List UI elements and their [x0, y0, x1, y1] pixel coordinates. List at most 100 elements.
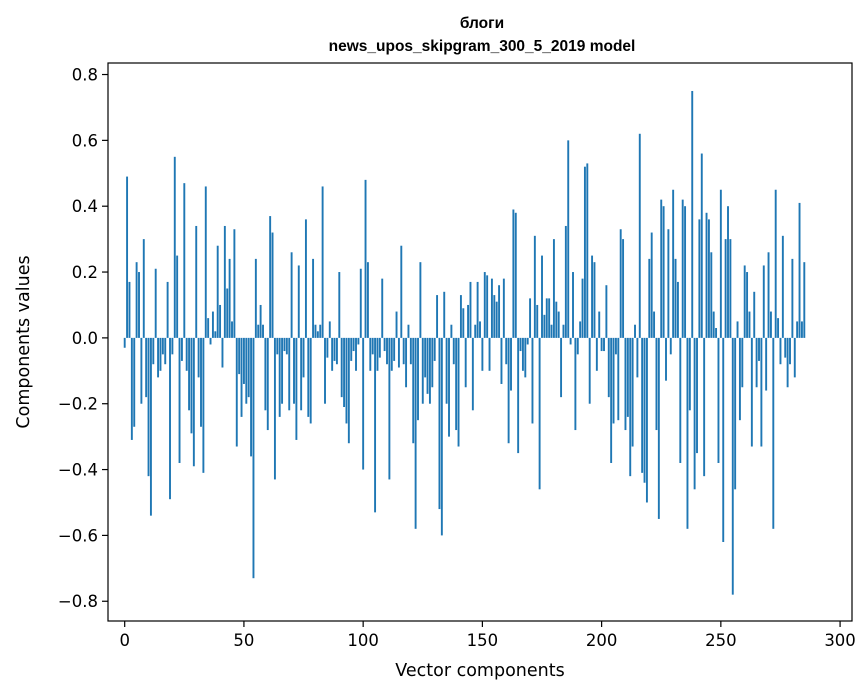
bar	[679, 337, 682, 463]
bar	[607, 337, 610, 398]
bar	[273, 337, 276, 480]
bar	[231, 321, 233, 338]
bar	[242, 337, 245, 384]
bar	[557, 311, 560, 338]
bar	[247, 337, 250, 398]
bar	[419, 262, 422, 338]
bar	[254, 258, 257, 338]
bar	[262, 324, 264, 338]
bar	[469, 281, 472, 338]
bar	[452, 337, 455, 365]
bar	[595, 337, 598, 371]
bar	[588, 337, 591, 404]
bar	[476, 281, 479, 338]
bar	[283, 337, 286, 352]
bar	[772, 337, 775, 529]
bar	[357, 337, 360, 345]
bar	[278, 337, 281, 417]
y-tick-label: −0.6	[58, 526, 98, 545]
bar	[209, 337, 212, 345]
bar	[157, 337, 160, 378]
bar	[758, 337, 760, 361]
bar	[600, 337, 603, 352]
bar	[774, 189, 777, 338]
bar	[309, 337, 312, 424]
bar	[290, 252, 293, 338]
x-tick-label: 300	[824, 631, 856, 650]
bar	[490, 278, 493, 338]
bar	[169, 337, 171, 500]
bar	[793, 337, 796, 378]
bar	[779, 337, 782, 365]
bar	[510, 337, 512, 391]
bar	[705, 212, 708, 338]
bar	[777, 318, 780, 338]
bar	[500, 337, 503, 384]
bar	[467, 304, 470, 338]
bar	[424, 337, 427, 378]
bar	[149, 337, 152, 516]
bar	[464, 337, 467, 388]
bar	[302, 337, 305, 378]
bar	[662, 206, 665, 338]
bar	[638, 133, 641, 338]
bar	[417, 337, 419, 421]
bar	[536, 304, 539, 338]
bar	[183, 183, 186, 338]
bar	[152, 337, 155, 365]
bar	[519, 337, 522, 352]
bar	[486, 275, 489, 338]
bar	[166, 281, 169, 338]
bar	[374, 337, 377, 513]
bar	[192, 337, 195, 467]
bar	[362, 337, 365, 470]
bar	[493, 295, 496, 338]
bar	[462, 308, 465, 338]
bar	[512, 209, 515, 338]
bar	[390, 337, 393, 371]
bar	[703, 337, 706, 477]
bar	[526, 337, 529, 345]
bar	[335, 337, 338, 365]
bar	[505, 337, 508, 365]
bar	[130, 337, 133, 440]
bar	[691, 90, 694, 338]
bar-series	[123, 90, 806, 595]
bar	[340, 337, 343, 398]
bar	[567, 140, 570, 338]
bar	[748, 311, 751, 338]
bar	[219, 304, 222, 338]
bar	[533, 235, 536, 338]
bar	[524, 337, 527, 378]
bar	[669, 337, 672, 355]
bar	[743, 265, 746, 338]
bar	[333, 337, 336, 361]
bar	[786, 337, 789, 388]
bar	[128, 281, 131, 338]
bar	[345, 337, 348, 424]
bar	[459, 295, 462, 338]
bar	[583, 166, 586, 338]
bar	[326, 337, 329, 358]
bar	[257, 324, 260, 338]
bar	[123, 337, 126, 348]
chart-title-line-1: блоги	[460, 15, 504, 32]
bar	[281, 337, 284, 404]
x-tick-label: 0	[119, 631, 130, 650]
bar	[727, 206, 729, 338]
bar	[140, 337, 143, 404]
bar	[138, 272, 140, 338]
bar	[474, 324, 477, 338]
bar	[781, 235, 784, 338]
bar	[312, 258, 315, 338]
bar	[479, 321, 481, 338]
bar	[202, 337, 205, 473]
bar	[483, 272, 486, 338]
bar	[471, 337, 474, 411]
bar	[517, 337, 520, 454]
bar	[488, 337, 491, 371]
bar	[393, 337, 396, 361]
bar	[142, 239, 145, 338]
bar	[629, 337, 632, 477]
bar	[226, 288, 229, 338]
